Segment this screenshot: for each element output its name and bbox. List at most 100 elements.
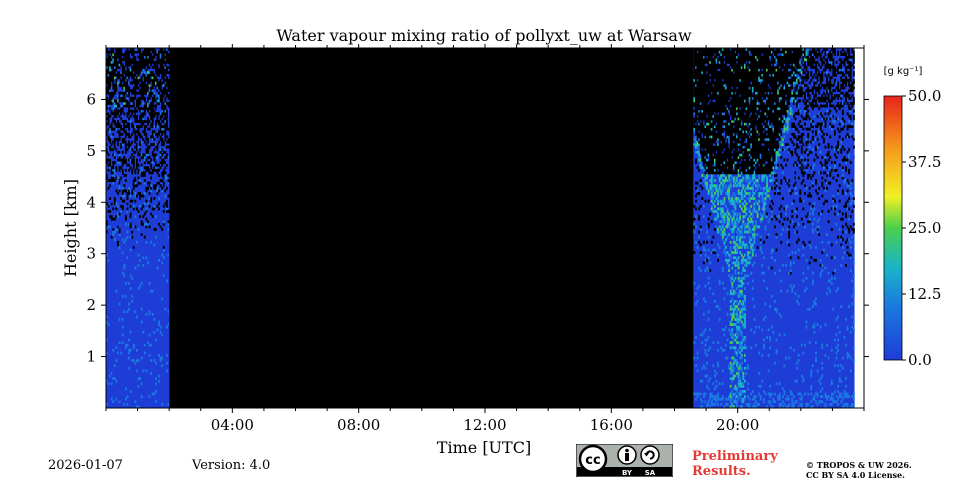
heatmap-cell — [739, 181, 742, 185]
heatmap-cell — [131, 109, 134, 113]
heatmap-cell — [739, 240, 742, 244]
heatmap-cell — [126, 310, 129, 314]
heatmap-cell — [109, 55, 112, 59]
heatmap-cell — [743, 305, 746, 309]
heatmap-cell — [751, 89, 754, 93]
heatmap-cell — [143, 230, 146, 234]
heatmap-cell — [728, 148, 731, 152]
heatmap-cell — [706, 312, 708, 316]
heatmap-cell — [117, 179, 119, 183]
heatmap-cell — [718, 78, 721, 82]
heatmap-cell — [702, 99, 705, 103]
heatmap-cell — [137, 60, 140, 64]
heatmap-cell — [166, 50, 168, 54]
heatmap-cell — [162, 117, 165, 121]
heatmap-cell — [137, 176, 140, 180]
heatmap-cell — [706, 240, 708, 244]
heatmap-cell — [124, 217, 127, 221]
heatmap-cell — [112, 230, 115, 234]
heatmap-cell — [753, 84, 756, 87]
heatmap-cell — [140, 125, 143, 129]
heatmap-cell — [150, 158, 153, 162]
heatmap-cell — [731, 166, 734, 170]
heatmap-cell — [148, 73, 151, 77]
heatmap-cell — [166, 153, 168, 157]
heatmap-cell — [109, 184, 112, 188]
heatmap-cell — [729, 145, 732, 149]
heatmap-cell — [728, 266, 731, 270]
heatmap-cell — [693, 117, 696, 121]
heatmap-cell — [718, 120, 721, 123]
heatmap-cell — [120, 307, 123, 311]
heatmap-cell — [140, 174, 143, 177]
heatmap-cell — [131, 228, 134, 231]
heatmap-cell — [736, 143, 738, 147]
heatmap-cell — [150, 53, 153, 57]
heatmap-cell — [748, 225, 751, 229]
heatmap-cell — [713, 130, 716, 134]
heatmap-cell — [715, 395, 718, 399]
heatmap-cell — [161, 176, 164, 180]
heatmap-cell — [709, 392, 712, 396]
heatmap-cell — [699, 243, 702, 247]
heatmap-cell — [750, 112, 753, 116]
heatmap-cell — [156, 68, 159, 72]
heatmap-cell — [699, 379, 702, 383]
heatmap-cell — [729, 240, 732, 244]
heatmap-cell — [717, 130, 720, 134]
heatmap-cell — [729, 333, 732, 337]
heatmap-cell — [721, 84, 724, 87]
heatmap-cell — [145, 53, 148, 57]
heatmap-cell — [751, 102, 754, 105]
heatmap-cell — [145, 343, 148, 347]
heatmap-cell — [750, 122, 753, 126]
heatmap-cell — [145, 76, 148, 80]
heatmap-cell — [732, 135, 735, 139]
heatmap-cell — [167, 156, 170, 159]
heatmap-cell — [728, 140, 731, 144]
heatmap-cell — [750, 238, 753, 242]
heatmap-cell — [748, 84, 751, 87]
heatmap-cell — [725, 127, 727, 131]
heatmap-cell — [725, 356, 727, 360]
heatmap-cell — [743, 114, 746, 118]
heatmap-cell — [753, 145, 756, 149]
heatmap-cell — [695, 132, 697, 136]
heatmap-cell — [747, 81, 750, 85]
heatmap-cell — [713, 168, 716, 172]
heatmap-cell — [107, 258, 110, 262]
heatmap-cell — [123, 125, 126, 129]
heatmap-cell — [743, 163, 746, 167]
heatmap-cell — [162, 50, 165, 54]
heatmap-cell — [740, 179, 743, 183]
heatmap-cell — [112, 73, 115, 77]
heatmap-cell — [707, 310, 710, 314]
heatmap-cell — [723, 107, 726, 111]
heatmap-cell — [707, 379, 710, 383]
heatmap-cell — [137, 145, 140, 149]
heatmap-cell — [109, 163, 112, 167]
heatmap-cell — [723, 76, 726, 80]
heatmap-cell — [713, 397, 716, 401]
heatmap-cell — [726, 397, 729, 401]
heatmap-cell — [717, 215, 720, 219]
heatmap-cell — [751, 215, 754, 219]
heatmap-cell — [696, 107, 699, 111]
heatmap-cell — [166, 125, 168, 129]
heatmap-cell — [139, 197, 142, 201]
heatmap-cell — [712, 102, 715, 105]
heatmap-cell — [737, 320, 740, 324]
heatmap-cell — [729, 55, 732, 59]
heatmap-cell — [140, 171, 143, 175]
heatmap-cell — [715, 161, 718, 165]
heatmap-cell — [732, 323, 735, 327]
heatmap-cell — [699, 158, 702, 162]
heatmap-cell — [699, 315, 702, 319]
heatmap-cell — [725, 89, 727, 93]
heatmap-cell — [106, 174, 108, 177]
heatmap-cell — [156, 99, 159, 103]
heatmap-cell — [166, 109, 168, 113]
heatmap-cell — [736, 354, 738, 357]
heatmap-cell — [743, 307, 746, 311]
heatmap-cell — [728, 233, 731, 237]
